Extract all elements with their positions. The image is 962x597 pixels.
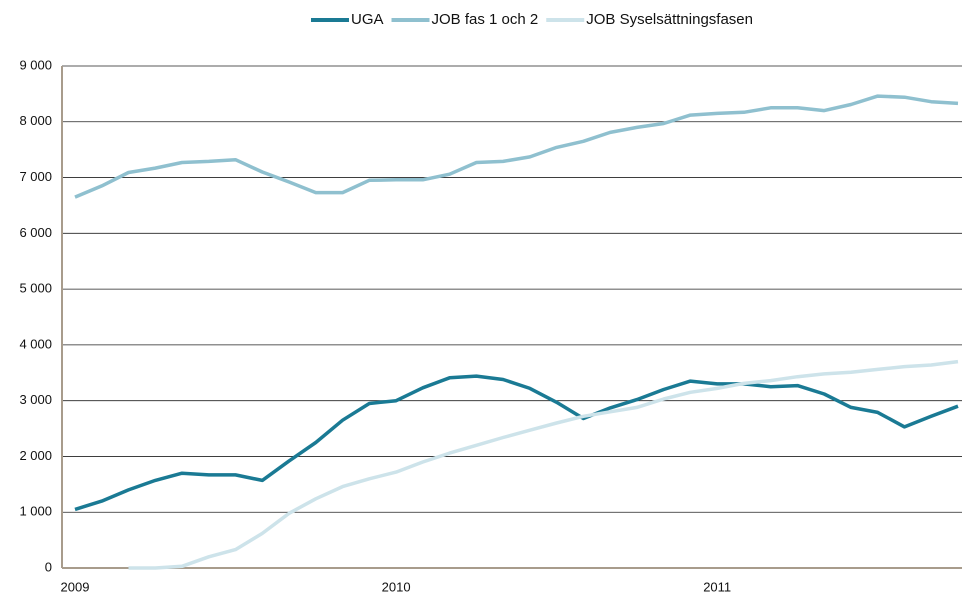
x-tick-label: 2011 bbox=[703, 579, 731, 594]
series-line bbox=[74, 374, 959, 512]
y-tick-label: 3 000 bbox=[19, 392, 52, 407]
y-tick-label: 9 000 bbox=[19, 57, 52, 72]
y-tick-label: 5 000 bbox=[19, 281, 52, 296]
y-tick-label: 8 000 bbox=[19, 113, 52, 128]
y-tick-label: 1 000 bbox=[19, 504, 52, 519]
series-line bbox=[74, 94, 959, 199]
legend-label: JOB fas 1 och 2 bbox=[432, 11, 539, 28]
y-tick-label: 6 000 bbox=[19, 225, 52, 240]
legend-label: UGA bbox=[351, 11, 384, 28]
y-tick-label: 2 000 bbox=[19, 448, 52, 463]
x-tick-label: 2009 bbox=[61, 579, 90, 594]
x-tick-label: 2010 bbox=[382, 579, 411, 594]
legend-label: JOB Syselsättningsfasen bbox=[586, 11, 753, 28]
series-line bbox=[128, 359, 959, 570]
y-tick-label: 4 000 bbox=[19, 336, 52, 351]
y-tick-label: 7 000 bbox=[19, 169, 52, 184]
y-tick-label: 0 bbox=[45, 559, 52, 574]
